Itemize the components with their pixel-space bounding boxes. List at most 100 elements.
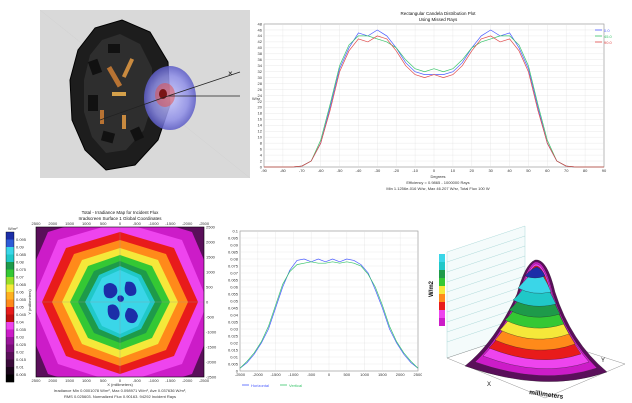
map-y-tick-right: 1000: [206, 269, 216, 274]
candela-legend-90: 90.0: [604, 40, 613, 45]
map-y-tick-right: -1500: [206, 344, 217, 349]
map-x-tick-bottom: 2500: [32, 378, 42, 383]
surface-y-mark: Y: [601, 358, 605, 364]
candela-y-tick-label: 26: [258, 87, 263, 92]
map-y-tick-right: 2500: [206, 224, 216, 229]
colorbar-label: 0.005: [16, 372, 27, 377]
colorbar-label: 0.05: [16, 304, 25, 309]
map-x-tick-top: -2500: [199, 221, 210, 226]
candela-y-tick-label: 0: [260, 164, 263, 169]
candela-chart: Rectangular Candela Distribution Plot Us…: [252, 11, 613, 191]
map-x-tick-bottom: -1000: [148, 378, 159, 383]
candela-x-tick-label: 70: [564, 168, 569, 173]
candela-x-tick-label: 30: [488, 168, 493, 173]
candela-y-tick-label: 48: [258, 21, 263, 26]
surface-x-mark: X: [487, 382, 491, 388]
irradiance-map: Total - Irradiance Map for Incident Flux…: [5, 210, 217, 399]
profile-x-tick-label: -500: [307, 372, 316, 377]
colorbar-swatch: [6, 322, 14, 330]
profile-legend-horizontal: Horizontal: [251, 383, 269, 388]
candela-footer-2: Min 1.1256e-016 W/sr, Max 46.207 W/sr, T…: [386, 186, 490, 191]
candela-y-tick-label: 20: [258, 105, 263, 110]
profile-y-tick-label: 0.04: [230, 312, 239, 317]
colorbar-swatch: [6, 359, 14, 368]
map-x-tick-top: -1000: [148, 221, 159, 226]
map-x-tick-top: 1500: [65, 221, 75, 226]
map-x-tick-bottom: -2500: [199, 378, 210, 383]
colorbar-swatch: [6, 367, 14, 375]
profile-x-tick-label: 2000: [396, 372, 406, 377]
colorbar-label: 0.08: [16, 259, 25, 264]
candela-y-tick-label: 42: [258, 39, 263, 44]
map-x-tick-top: 2000: [48, 221, 58, 226]
candela-y-tick-label: 40: [258, 45, 263, 50]
colorbar-label: 0.07: [16, 274, 25, 279]
map-y-tick-right: 1500: [206, 254, 216, 259]
surface-plot-panel: W/m2 X Y millimeters: [425, 222, 630, 400]
candela-x-tick-label: -30: [374, 168, 381, 173]
map-x-tick-top: 1000: [82, 221, 92, 226]
map-y-tick-right: -2000: [206, 359, 217, 364]
candela-x-tick-label: -60: [318, 168, 325, 173]
candela-title: Rectangular Candela Distribution Plot: [400, 11, 476, 16]
map-y-tick-right: 0: [206, 299, 209, 304]
colorbar-swatch: [6, 337, 14, 345]
candela-x-tick-label: 60: [545, 168, 550, 173]
irradiance-title: Total - Irradiance Map for Incident Flux: [82, 210, 160, 215]
candela-y-tick-label: 8: [260, 140, 263, 145]
colorbar-label: 0.04: [16, 319, 25, 324]
surface-mountain: [464, 259, 608, 382]
candela-x-tick-label: 0: [433, 168, 436, 173]
profile-y-tick-label: 0.05: [230, 298, 239, 303]
candela-x-tick-label: -10: [412, 168, 419, 173]
profile-y-tick-label: 0.1: [232, 228, 238, 233]
candela-y-tick-label: 24: [258, 93, 263, 98]
map-x-tick-bottom: 0: [119, 378, 122, 383]
map-x-tick-top: -1500: [165, 221, 176, 226]
candela-y-tick-label: 6: [260, 146, 263, 151]
profile-y-tick-label: 0.075: [228, 263, 239, 268]
profile-y-tick-label: 0.035: [228, 319, 239, 324]
candela-y-tick-label: 22: [258, 99, 263, 104]
profile-x-tick-label: 500: [343, 372, 350, 377]
profile-x-tick-label: 1000: [360, 372, 370, 377]
candela-y-tick-label: 10: [258, 135, 263, 140]
svg-text:×: ×: [228, 69, 233, 78]
profile-x-tick-label: 2500: [414, 372, 422, 377]
colorbar-swatch: [6, 292, 14, 300]
profile-x-tick-label: 1500: [378, 372, 388, 377]
candela-plot-panel: Rectangular Candela Distribution Plot Us…: [250, 8, 626, 194]
profile-legend-vertical: Vertical: [289, 383, 302, 388]
colorbar-label: 0.025: [16, 342, 27, 347]
colorbar-unit: W/m²: [8, 226, 18, 231]
surface-xlabel: millimeters: [529, 389, 564, 400]
colorbar-swatch: [6, 262, 14, 270]
surface-z-colorbar: [439, 254, 445, 326]
map-x-tick-top: 2500: [32, 221, 42, 226]
colorbar-label: 0.045: [16, 312, 27, 317]
profile-y-tick-label: 0.08: [230, 256, 239, 261]
candela-x-tick-label: 80: [583, 168, 588, 173]
candela-x-tick-label: 10: [451, 168, 456, 173]
profile-y-tick-label: 0.055: [228, 291, 239, 296]
map-footer-1: Irradiance Min 0.0001078 W/m², Max 0.098…: [54, 388, 187, 393]
map-y-tick-right: 500: [206, 284, 213, 289]
profile-legend: Horizontal Vertical: [242, 383, 302, 388]
model-viewport[interactable]: ×: [40, 10, 250, 178]
colorbar-label: 0.035: [16, 327, 27, 332]
map-x-ticks: 2500 2500 2000 2000 1500 1500 1000 1000 500 500 0 0…: [32, 221, 210, 383]
candela-x-tick-label: -90: [261, 168, 268, 173]
map-y-tick-right: -500: [206, 314, 215, 319]
candela-x-tick-label: 20: [470, 168, 475, 173]
colorbar-swatch: [6, 314, 14, 323]
map-y-tick-right: -2500: [206, 374, 217, 379]
colorbar-swatch: [6, 239, 14, 248]
map-x-tick-bottom: 2000: [48, 378, 58, 383]
map-xlabel: X (millimeters): [107, 382, 133, 387]
candela-y-tick-label: 16: [258, 117, 263, 122]
profile-y-tick-label: 0.085: [228, 249, 239, 254]
colorbar-swatch: [6, 254, 14, 263]
colorbar-swatch: [6, 344, 14, 353]
profile-y-tick-label: 0.09: [230, 242, 239, 247]
colorbar-swatch: [6, 277, 14, 285]
